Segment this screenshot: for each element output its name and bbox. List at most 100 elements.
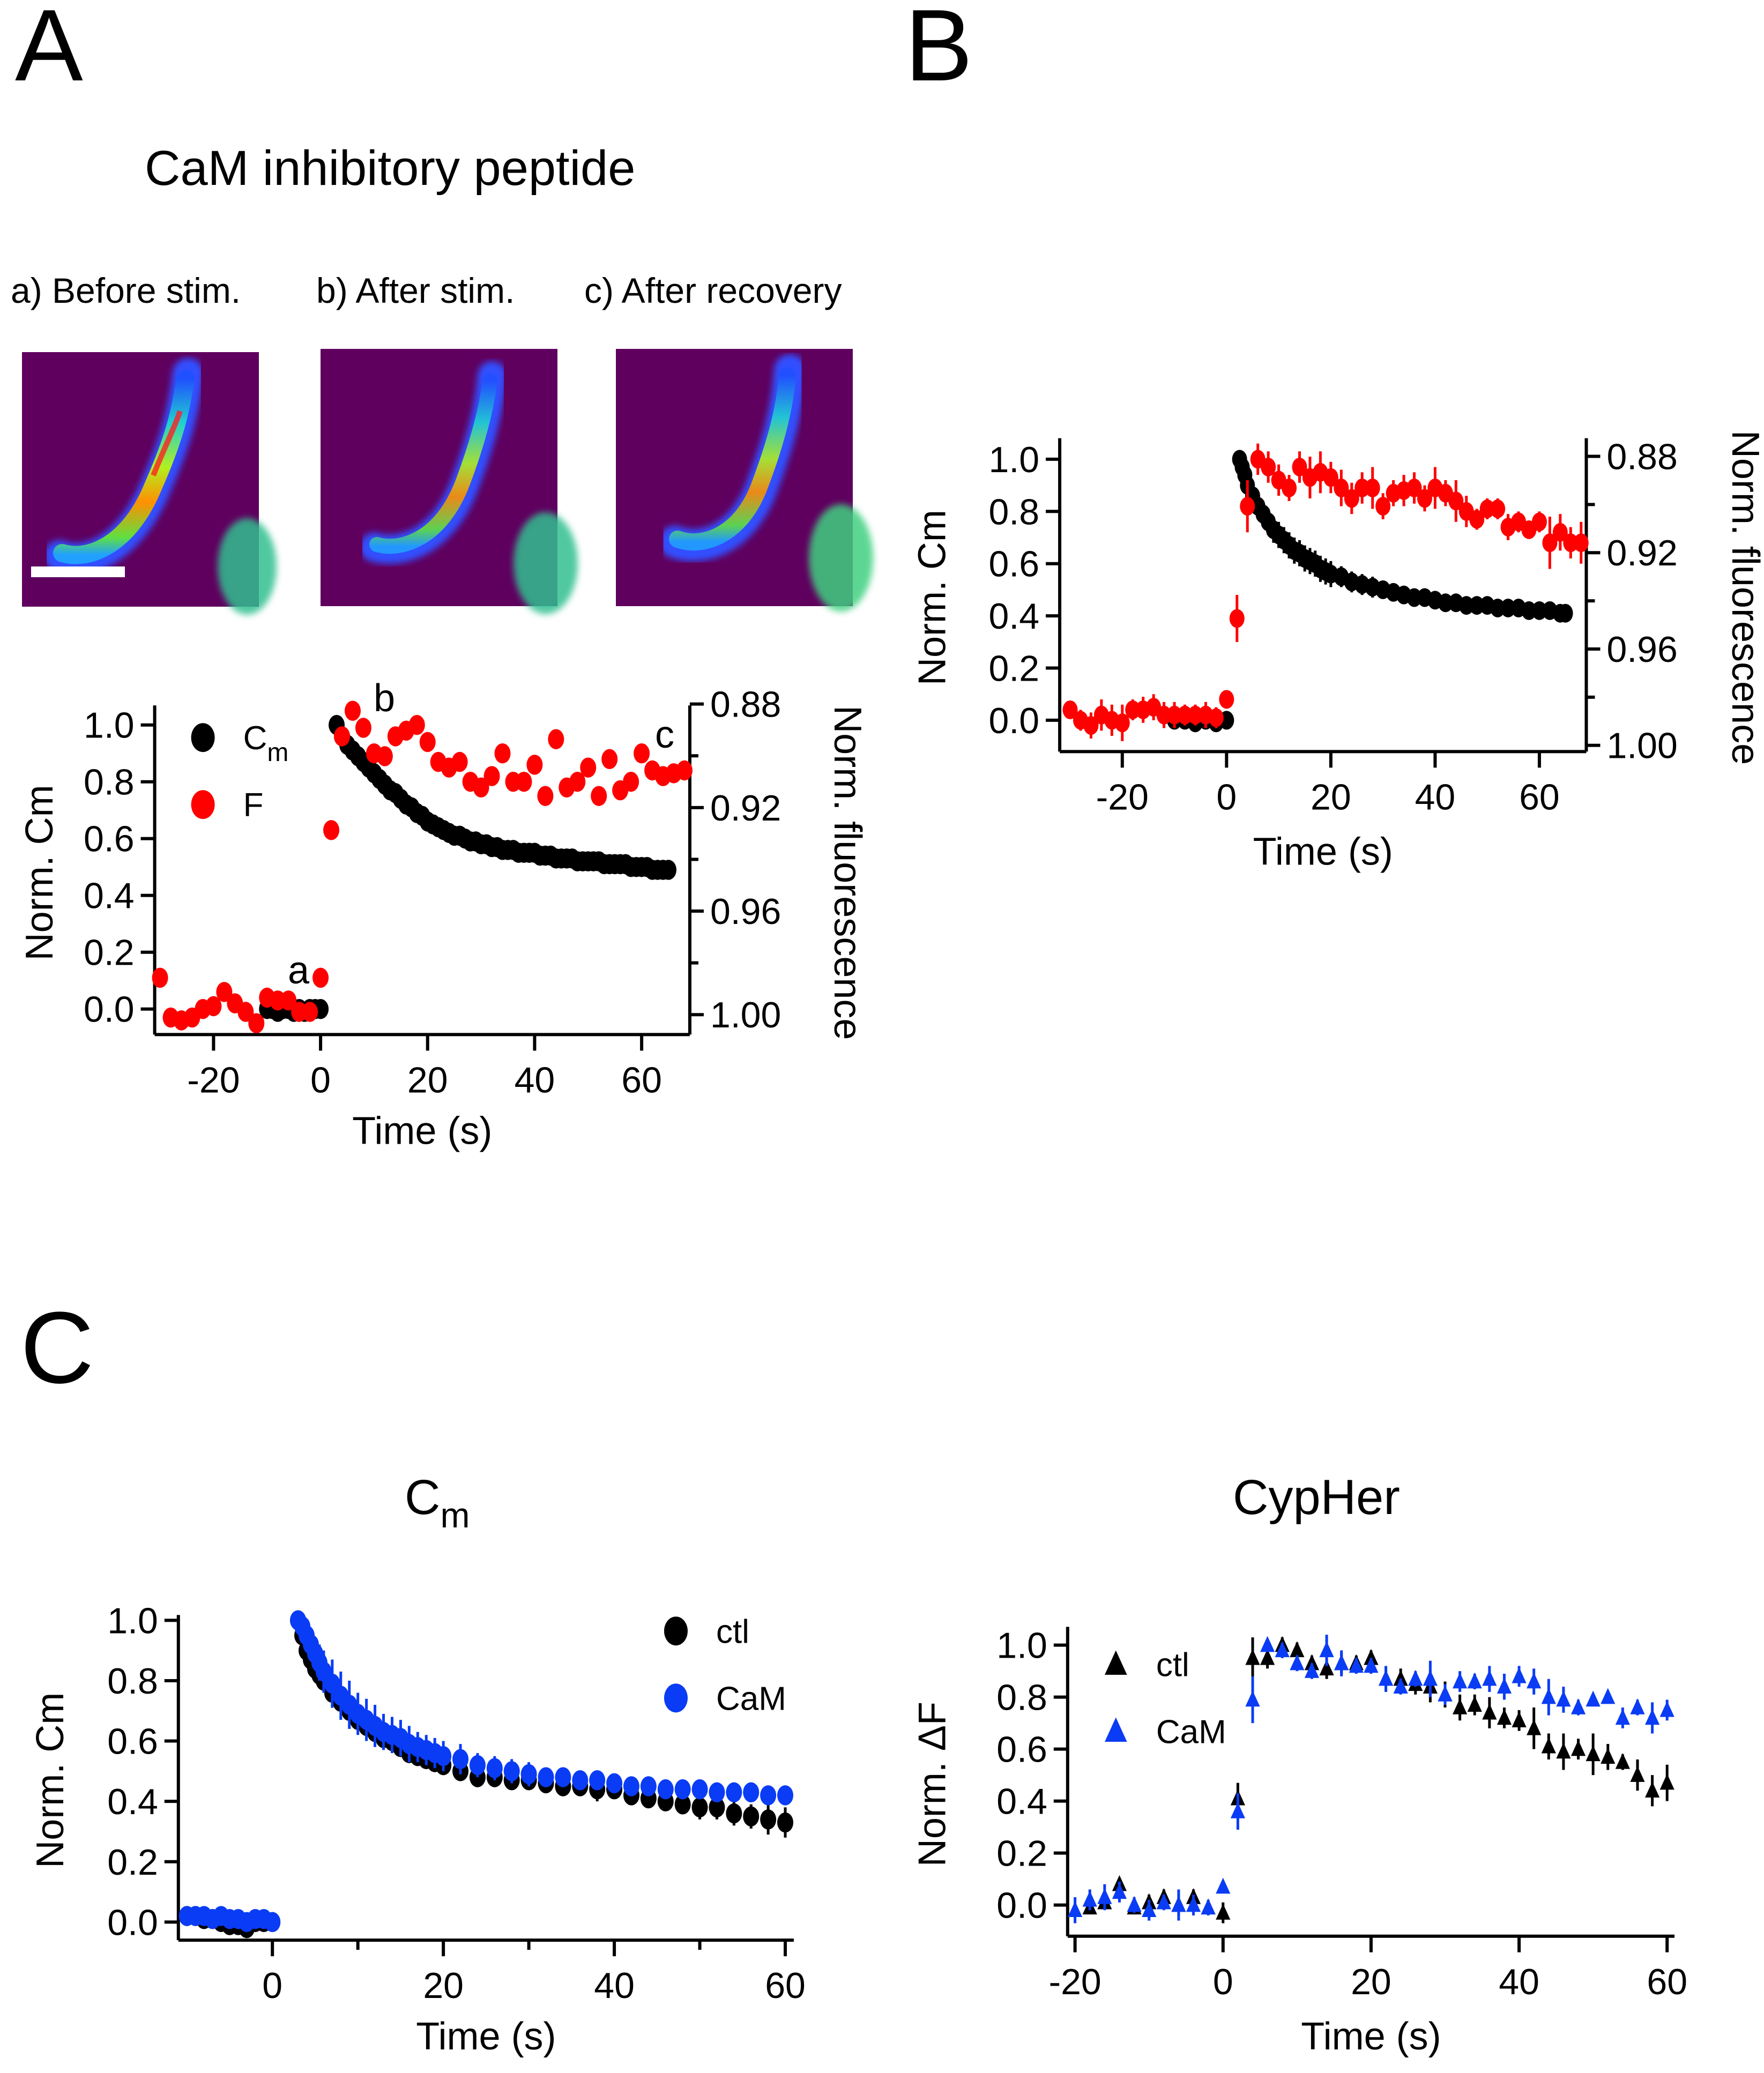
y2-tick-label: 0.96 (1606, 629, 1677, 670)
y-axis-label: Norm. Cm (29, 1692, 72, 1868)
data-point (537, 786, 554, 806)
data-point (1334, 1654, 1349, 1671)
data-point (743, 1806, 760, 1827)
y-tick-label: 0.6 (989, 544, 1040, 585)
data-point (1469, 596, 1485, 615)
data-point (376, 746, 393, 766)
legend-label-main: C (243, 720, 267, 757)
data-point (1114, 713, 1130, 733)
y-tick-label: 0.4 (107, 1781, 158, 1822)
x-tick-label: -20 (1096, 777, 1149, 817)
data-point (355, 718, 371, 738)
legend: ctl CaM (1105, 1646, 1226, 1750)
x-tick-label: 60 (1647, 1962, 1687, 2002)
data-point (264, 1912, 281, 1933)
data-point (516, 771, 532, 792)
data-point (1497, 1709, 1512, 1725)
x-tick-label: 40 (1415, 777, 1456, 817)
data-point (1601, 1688, 1616, 1704)
data-point (1201, 1898, 1216, 1915)
legend-marker (664, 1683, 688, 1713)
data-point (634, 743, 650, 764)
panel-a-plot: -20 0 20 40 60 0.0 0.2 0.4 0.6 0.8 1.0 0.88 0.92 0.96… (18, 684, 869, 1153)
data-point (1571, 1740, 1586, 1756)
panel-label-b: B (905, 0, 973, 102)
y-tick-label: 1.0 (989, 439, 1040, 480)
image-after-stim (321, 349, 578, 614)
data-point (1482, 1703, 1497, 1720)
data-point (344, 700, 361, 721)
legend-label: CaM (1156, 1713, 1226, 1750)
x-tick-label: 60 (621, 1060, 662, 1100)
data-point (494, 743, 511, 764)
x-tick-label: 40 (515, 1060, 555, 1100)
x-axis-label: Time (s) (352, 1109, 492, 1152)
y-tick-label: 0.4 (84, 876, 135, 916)
series-cam (1068, 1635, 1674, 1923)
data-point (1245, 1690, 1260, 1707)
x-axis-label: Time (s) (416, 2015, 556, 2058)
y-tick-label: 0.2 (989, 648, 1040, 689)
data-point (1097, 1888, 1112, 1904)
data-point (1167, 705, 1182, 725)
data-point (1156, 1893, 1171, 1910)
data-point (1482, 1669, 1497, 1686)
data-point (1082, 1890, 1097, 1907)
data-point (623, 1776, 639, 1796)
legend: CmF (191, 720, 289, 824)
data-point (1156, 705, 1172, 725)
data-point (660, 860, 677, 880)
data-point (1552, 523, 1568, 542)
data-point (709, 1782, 725, 1803)
panel-c-cm-plot: 0 20 40 60 0.0 0.2 0.4 0.6 0.8 1.0 Time (s) Norm. C… (29, 1600, 806, 2058)
x-tick-label: 0 (310, 1060, 331, 1100)
data-point (1406, 588, 1422, 607)
data-point (548, 729, 564, 749)
data-point (1319, 1659, 1334, 1676)
data-point (538, 1767, 554, 1787)
data-point (1542, 533, 1558, 553)
legend-label: CaM (716, 1680, 786, 1717)
data-point (1438, 1685, 1453, 1702)
data-point (591, 786, 607, 806)
x-tick-label: -20 (1048, 1962, 1101, 2002)
data-point (248, 1013, 265, 1033)
data-point (1292, 458, 1307, 477)
data-point (691, 1797, 708, 1818)
data-point (569, 771, 586, 792)
data-point (1527, 1672, 1542, 1689)
data-point (1319, 1641, 1334, 1658)
data-point (1490, 499, 1506, 518)
data-point (1521, 601, 1537, 620)
x-tick-label: 0 (1216, 777, 1237, 817)
panel-b-plot: -20 0 20 40 60 0.0 0.2 0.4 0.6 0.8 1.0 0.88 0.92 0.96… (911, 430, 1764, 874)
x-tick-label: 20 (423, 1965, 464, 2006)
legend-label: Cm (243, 720, 289, 767)
data-point (152, 967, 168, 988)
data-point (674, 1779, 691, 1800)
data-point (1630, 1766, 1645, 1782)
cm-title-main: C (405, 1470, 440, 1525)
data-point (1586, 1745, 1601, 1762)
data-point (726, 1803, 742, 1824)
data-point (1142, 1901, 1157, 1918)
data-point (1216, 1877, 1231, 1894)
data-point (1408, 1669, 1423, 1686)
data-point (1245, 1649, 1260, 1665)
y-tick-label: 0.6 (996, 1729, 1047, 1770)
data-point (1375, 497, 1391, 516)
data-point (1630, 1698, 1645, 1714)
data-point (1541, 1688, 1556, 1704)
data-point (1290, 1641, 1305, 1658)
y-tick-label: 0.8 (996, 1677, 1047, 1718)
data-point (555, 1767, 571, 1787)
data-point (726, 1782, 742, 1803)
panel-c-cypher-title: CypHer (1233, 1470, 1400, 1525)
image-before-stim (22, 352, 277, 615)
data-point (1323, 468, 1338, 487)
data-point (1423, 1669, 1438, 1686)
caption-after-stim: b) After stim. (316, 271, 515, 310)
data-point (1208, 708, 1224, 727)
data-point (601, 749, 618, 770)
